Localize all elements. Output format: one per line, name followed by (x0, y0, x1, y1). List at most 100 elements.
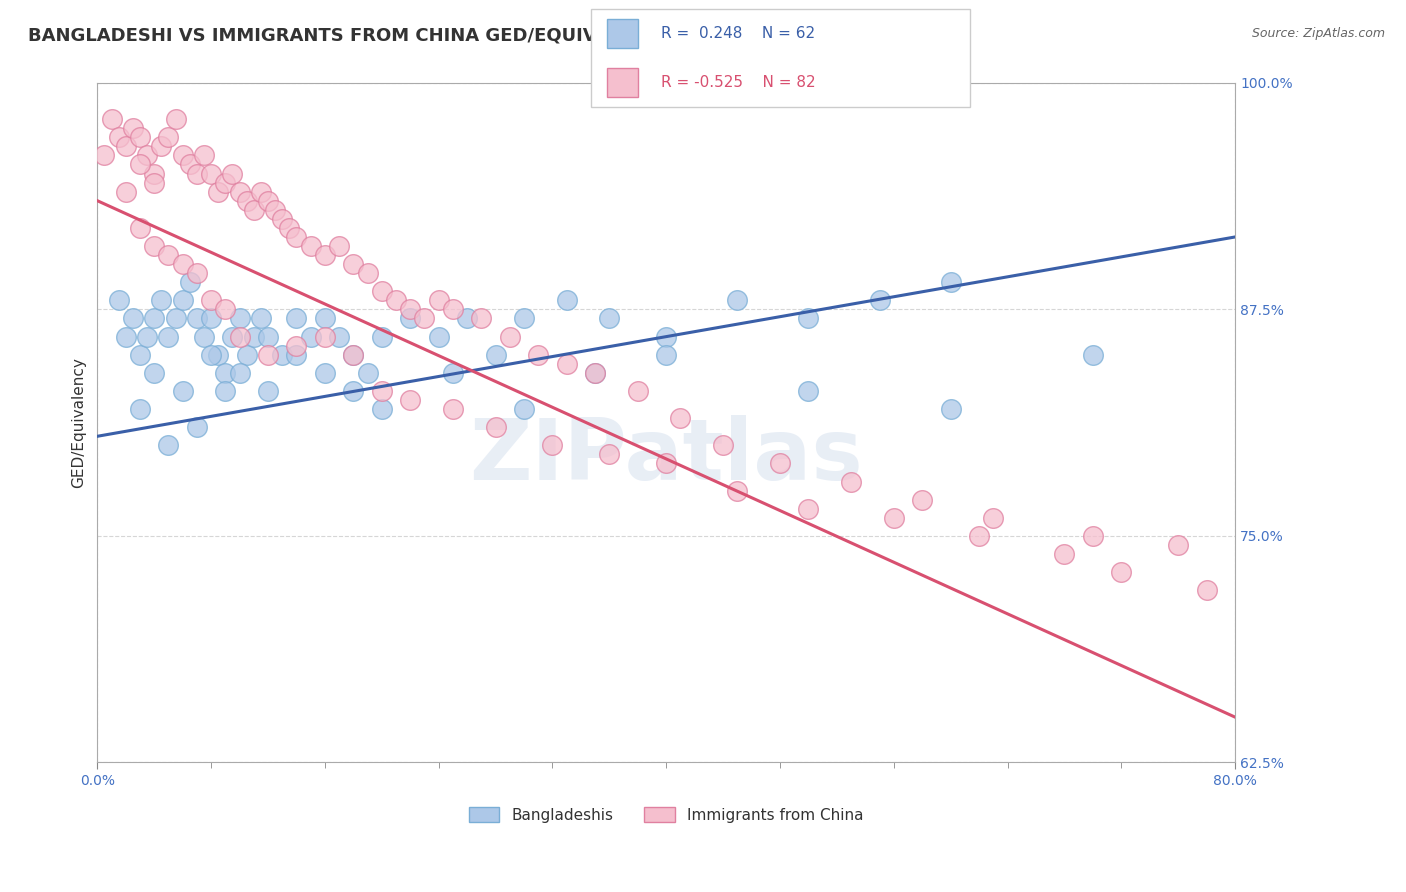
Point (172, 384, 194, 398)
Text: Source: ZipAtlas.com: Source: ZipAtlas.com (1251, 27, 1385, 40)
Point (967, 529, 990, 543)
Point (285, 311, 308, 326)
Point (413, 311, 436, 326)
Point (207, 185, 229, 199)
Point (869, 293, 891, 308)
Point (179, 275, 201, 289)
Point (136, 148, 159, 162)
Point (165, 112, 187, 127)
Point (399, 311, 422, 326)
Point (939, 275, 962, 289)
Point (200, 167, 222, 181)
Point (399, 302, 422, 317)
Point (583, 366, 606, 380)
Point (193, 148, 215, 162)
Point (165, 311, 187, 326)
Point (122, 311, 145, 326)
Point (371, 402, 394, 417)
Point (470, 311, 492, 326)
Point (484, 348, 506, 362)
Point (541, 438, 564, 452)
Point (342, 257, 364, 271)
Point (157, 438, 180, 452)
Point (143, 239, 166, 253)
Point (221, 329, 243, 343)
Point (797, 311, 820, 326)
Point (1167, 538, 1189, 552)
Point (193, 329, 215, 343)
Point (143, 366, 166, 380)
Point (1111, 565, 1133, 579)
Point (200, 293, 222, 308)
Point (228, 185, 250, 199)
Point (627, 384, 650, 398)
Point (427, 329, 450, 343)
Point (441, 302, 464, 317)
Point (655, 348, 678, 362)
Point (769, 457, 792, 471)
Point (250, 185, 273, 199)
Point (1053, 547, 1076, 561)
Point (243, 202, 266, 217)
Point (441, 402, 464, 417)
Point (342, 384, 364, 398)
Point (513, 402, 536, 417)
Point (285, 348, 308, 362)
Text: ZIPatlas: ZIPatlas (470, 415, 863, 498)
Point (484, 420, 506, 434)
Point (299, 329, 322, 343)
Point (107, 293, 129, 308)
Point (1195, 583, 1218, 598)
Point (186, 266, 208, 280)
Point (285, 339, 308, 353)
Point (114, 139, 136, 153)
Point (278, 220, 301, 235)
Point (513, 311, 536, 326)
Point (342, 348, 364, 362)
Point (939, 402, 962, 417)
Point (385, 293, 408, 308)
Point (456, 311, 478, 326)
Point (235, 348, 257, 362)
Point (179, 157, 201, 171)
Point (314, 329, 336, 343)
Point (129, 220, 152, 235)
Point (797, 384, 820, 398)
Point (228, 329, 250, 343)
Point (214, 302, 236, 317)
Point (200, 311, 222, 326)
Point (228, 366, 250, 380)
Point (285, 230, 308, 244)
Point (114, 185, 136, 199)
Text: BANGLADESHI VS IMMIGRANTS FROM CHINA GED/EQUIVALENCY CORRELATION CHART: BANGLADESHI VS IMMIGRANTS FROM CHINA GED… (28, 27, 896, 45)
Point (981, 511, 1004, 525)
Point (711, 438, 734, 452)
Point (214, 176, 236, 190)
Point (93, 148, 115, 162)
Point (129, 402, 152, 417)
Point (911, 492, 934, 507)
Point (257, 329, 280, 343)
Point (328, 329, 350, 343)
Point (157, 248, 180, 262)
Point (228, 311, 250, 326)
Point (328, 239, 350, 253)
Point (143, 176, 166, 190)
Point (122, 121, 145, 136)
Point (314, 311, 336, 326)
Point (172, 257, 194, 271)
Point (221, 167, 243, 181)
Point (214, 384, 236, 398)
Point (129, 348, 152, 362)
Point (499, 329, 522, 343)
Point (655, 457, 678, 471)
Point (129, 130, 152, 145)
Y-axis label: GED/Equivalency: GED/Equivalency (72, 358, 86, 488)
Point (257, 194, 280, 208)
Legend: Bangladeshis, Immigrants from China: Bangladeshis, Immigrants from China (470, 806, 863, 822)
Point (186, 311, 208, 326)
Point (1081, 529, 1104, 543)
Point (655, 329, 678, 343)
Point (129, 157, 152, 171)
Point (725, 483, 748, 498)
